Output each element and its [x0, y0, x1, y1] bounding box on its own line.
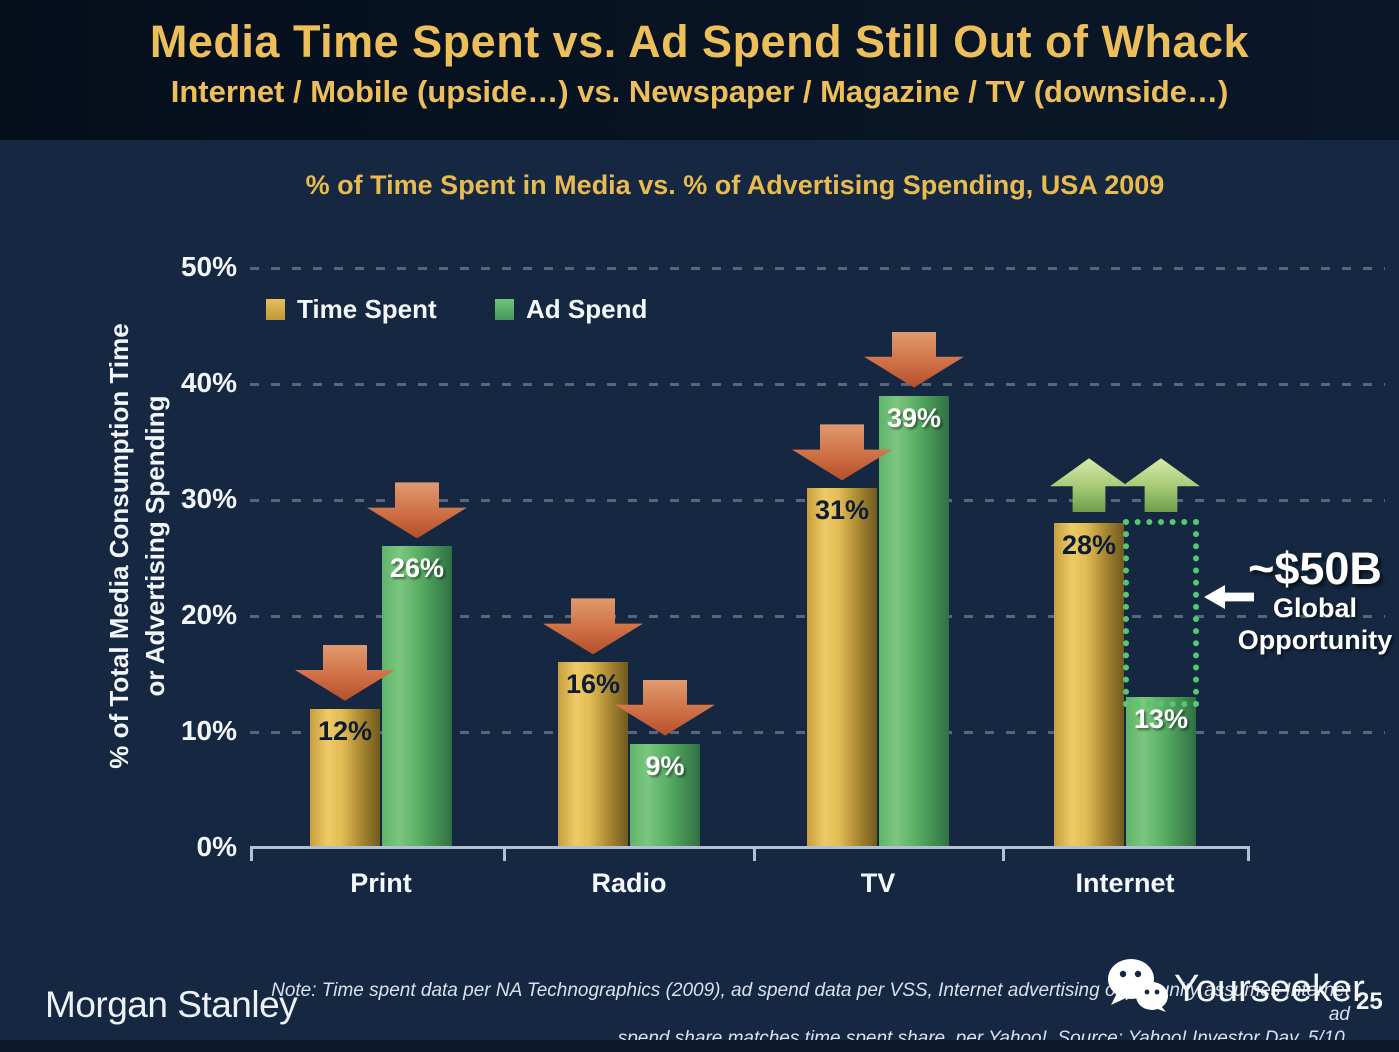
x-axis-tick: [753, 846, 756, 861]
x-axis-tick: [1247, 846, 1250, 861]
legend-item-time-spent: Time Spent: [266, 294, 437, 324]
bar-radio-ad-spend: 9%: [630, 743, 700, 846]
bar-value-radio-ad-spend: 9%: [645, 750, 685, 781]
watermark-label: Yourseeker: [1174, 968, 1365, 1010]
bar-internet-time-spent: 28%: [1054, 523, 1124, 846]
bar-value-radio-time-spent: 16%: [565, 669, 621, 700]
bar-tv-ad-spend: 39%: [879, 395, 949, 846]
bar-radio-time-spent: 16%: [558, 662, 628, 846]
trend-up-arrow-internet-ad-spend: [1122, 458, 1200, 513]
time-spent-swatch-icon: [266, 298, 285, 320]
annotation-line2: Opportunity: [1237, 625, 1393, 655]
trend-down-arrow-tv-time-spent: [792, 424, 892, 481]
y-tick-40: 40%: [180, 367, 237, 398]
page-number: 25: [1356, 988, 1383, 1015]
bar-value-tv-time-spent: 31%: [814, 495, 870, 526]
bottom-edge-shade: [0, 1040, 1399, 1052]
x-label-print: Print: [350, 868, 412, 898]
bar-value-internet-ad-spend: 13%: [1133, 704, 1189, 735]
x-axis-tick: [1002, 846, 1005, 861]
bar-value-internet-time-spent: 28%: [1061, 530, 1117, 561]
wechat-icon: [1108, 959, 1168, 1012]
y-tick-10: 10%: [180, 715, 237, 746]
gridline-40: [250, 383, 1385, 386]
trend-down-arrow-print-ad-spend: [367, 482, 467, 539]
legend-label-ad-spend: Ad Spend: [526, 293, 648, 324]
slide-subtitle: Internet / Mobile (upside…) vs. Newspape…: [170, 74, 1229, 109]
slide-title: Media Time Spent vs. Ad Spend Still Out …: [149, 16, 1250, 67]
bar-value-print-time-spent: 12%: [317, 715, 373, 746]
y-tick-30: 30%: [180, 483, 237, 514]
opportunity-annotation: ~$50B Global Opportunity: [1230, 546, 1399, 656]
legend-item-ad-spend: Ad Spend: [495, 294, 647, 324]
annotation-line1: Global: [1272, 593, 1357, 623]
bar-print-time-spent: 12%: [310, 708, 380, 846]
x-label-radio: Radio: [591, 868, 667, 898]
trend-down-arrow-tv-ad-spend: [864, 331, 964, 388]
bar-value-tv-ad-spend: 39%: [886, 402, 942, 433]
x-label-internet: Internet: [1075, 868, 1175, 898]
y-tick-20: 20%: [180, 599, 237, 630]
trend-up-arrow-internet-time-spent: [1050, 458, 1128, 513]
footer-logo: Morgan Stanley: [45, 984, 298, 1025]
x-label-tv: TV: [860, 868, 896, 898]
bar-internet-ad-spend: 13%: [1126, 697, 1196, 846]
y-tick-0: 0%: [196, 831, 237, 862]
header-band: [0, 0, 1399, 140]
opportunity-gap-box: [1123, 519, 1199, 708]
bar-tv-time-spent: 31%: [807, 488, 877, 846]
bar-print-ad-spend: 26%: [382, 546, 452, 846]
watermark: Yourseeker: [1106, 958, 1365, 1012]
y-tick-50: 50%: [180, 251, 237, 282]
bar-value-print-ad-spend: 26%: [389, 553, 445, 584]
x-axis-line: [250, 846, 1250, 849]
legend-label-time-spent: Time Spent: [297, 293, 437, 324]
ad-spend-swatch-icon: [495, 298, 514, 320]
trend-down-arrow-print-time-spent: [295, 644, 395, 701]
gridline-50: [250, 267, 1385, 270]
trend-down-arrow-radio-time-spent: [543, 598, 643, 655]
chart-title: % of Time Spent in Media vs. % of Advert…: [305, 170, 1165, 200]
trend-down-arrow-radio-ad-spend: [615, 679, 715, 736]
footer-note-line1: Note: Time spent data per NA Technograph…: [271, 980, 1350, 1025]
x-axis-tick: [503, 846, 506, 861]
annotation-value: ~$50B: [1248, 543, 1382, 594]
x-axis-tick: [250, 846, 253, 861]
